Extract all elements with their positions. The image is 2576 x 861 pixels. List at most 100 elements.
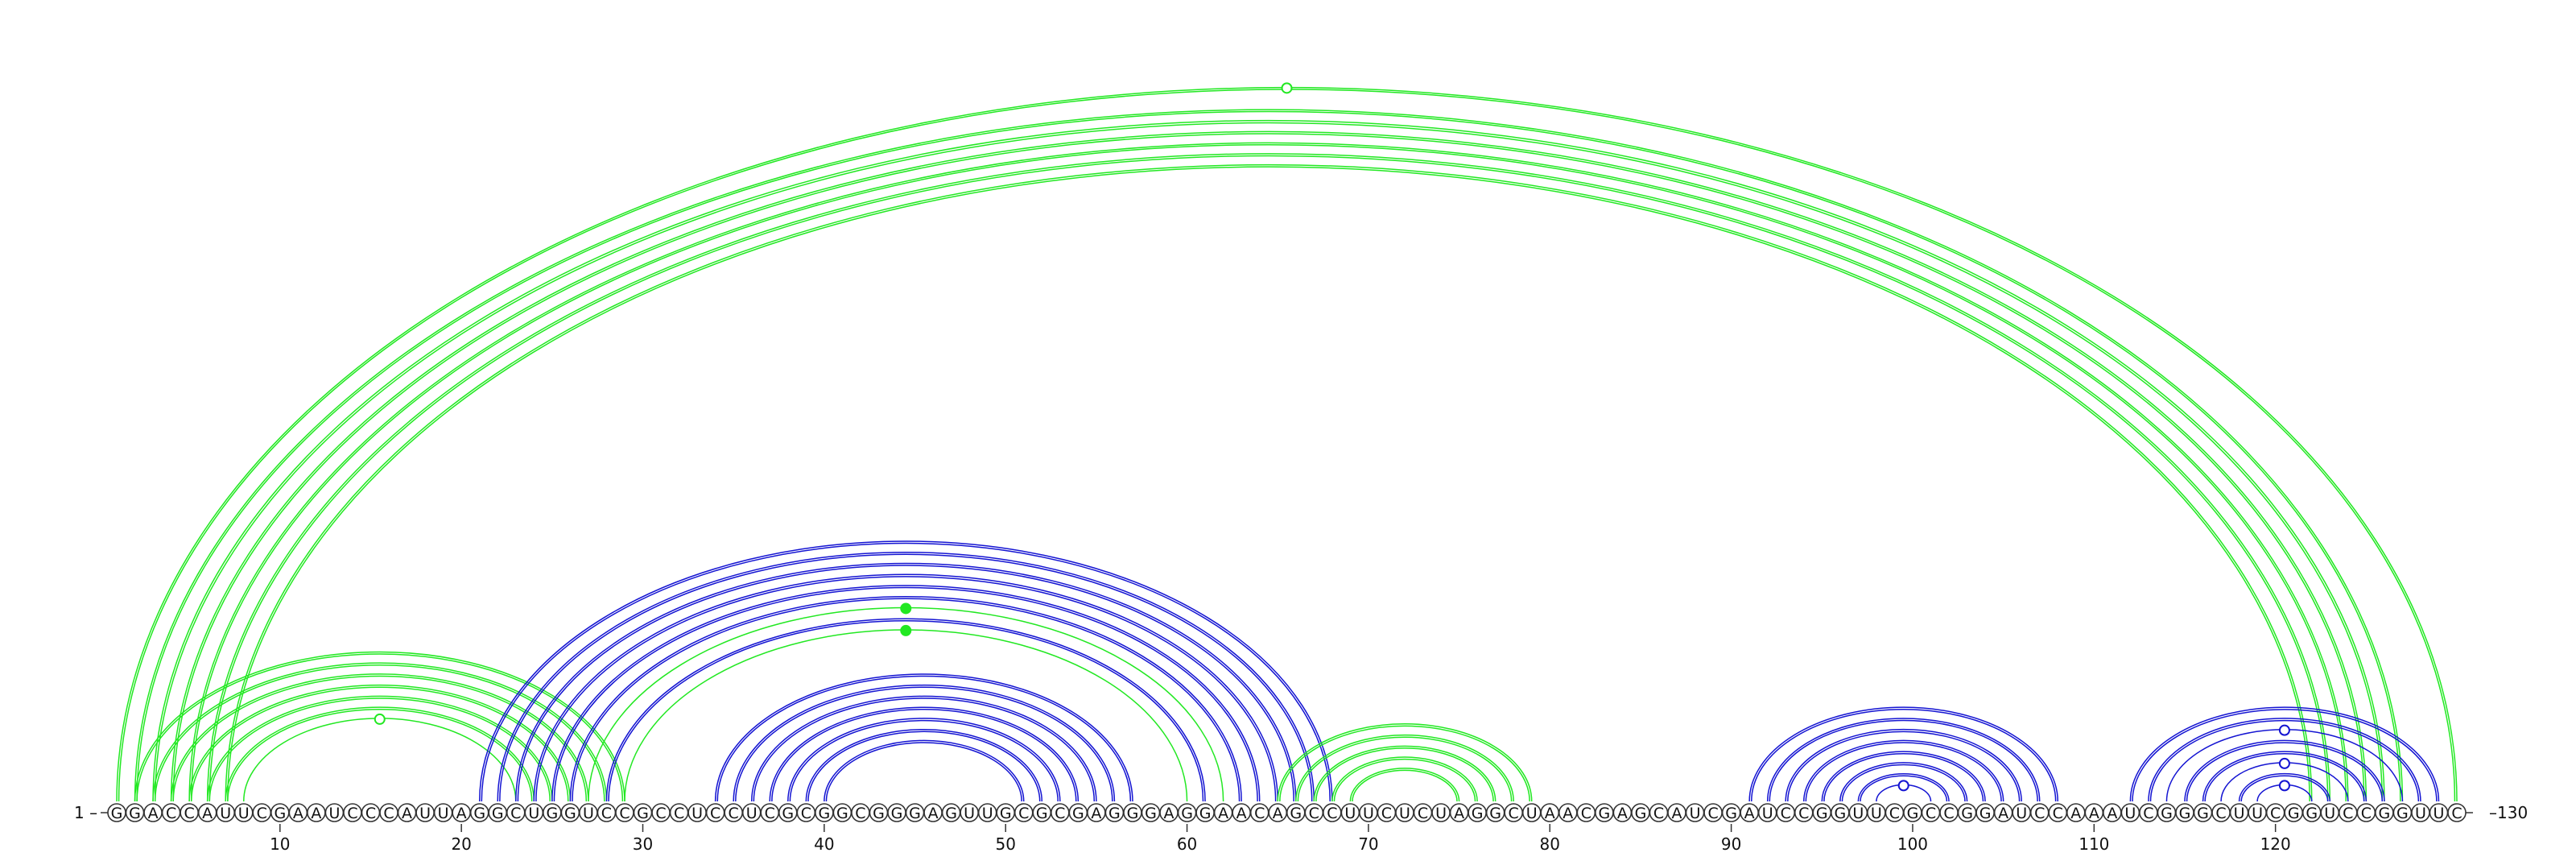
nucleotide-letter: A — [1164, 805, 1174, 822]
arc-69-75-inner — [1352, 769, 1458, 802]
nucleotide-letter: C — [1781, 805, 1791, 822]
nucleotide-94: C — [1794, 803, 1814, 822]
nucleotide-letter: C — [765, 805, 775, 822]
arc-27-62 — [588, 606, 1224, 802]
nucleotide-letter: C — [383, 805, 394, 822]
nucleotide-letter: G — [1127, 805, 1139, 822]
nucleotide-letter: U — [964, 805, 975, 822]
nucleotide-letter: U — [419, 805, 431, 822]
nucleotide-letter: G — [2379, 805, 2391, 822]
nucleotide-letter: A — [928, 805, 939, 822]
arc-marker-98-101 — [1897, 780, 1909, 792]
nucleotide-letter: C — [2143, 805, 2153, 822]
nucleotide-71: C — [1377, 803, 1397, 822]
nucleotide-67: C — [1304, 803, 1324, 822]
arc-8-23 — [242, 718, 517, 802]
arc-118-123 — [2238, 772, 2331, 802]
nucleotide-78: C — [1504, 803, 1523, 822]
arc-3-126 — [152, 119, 2385, 802]
nucleotide-letter: C — [2343, 805, 2353, 822]
nucleotide-letter: U — [438, 805, 449, 822]
nucleotide-letter: U — [746, 805, 758, 822]
nucleotide-letter: G — [546, 805, 558, 822]
nucleotide-letter: C — [1943, 805, 1954, 822]
arc-35-56-inner — [735, 687, 1113, 802]
nucleotide-letter: A — [1218, 805, 1228, 822]
nucleotide-letter: G — [637, 805, 649, 822]
nucleotide-letter: U — [691, 805, 703, 822]
nucleotide-19: U — [433, 803, 453, 822]
nucleotide-letter: G — [945, 805, 957, 822]
nucleotide-22: G — [488, 803, 508, 822]
tick-label-70: 70 — [1358, 834, 1378, 854]
nucleotide-35: C — [724, 803, 743, 822]
nucleotide-85: G — [1631, 803, 1650, 822]
arc-1-130 — [117, 88, 2457, 801]
nucleotide-106: U — [2012, 803, 2031, 822]
arc-4-27 — [170, 673, 589, 802]
nucleotide-96: G — [1831, 803, 1850, 822]
nucleotide-letter: C — [2270, 805, 2281, 822]
nucleotide-letter: G — [1725, 805, 1737, 822]
tick-label-100: 100 — [1897, 834, 1928, 854]
arc-65-79-inner — [1279, 725, 1530, 802]
nucleotide-58: G — [1141, 803, 1161, 822]
arc-3-28 — [152, 662, 608, 802]
nucleotide-letter: U — [1435, 805, 1447, 822]
nucleotide-letter: U — [220, 805, 231, 822]
arc-2-127-inner — [137, 111, 2401, 801]
arc-67-77-inner — [1315, 747, 1494, 802]
arc-2-127 — [135, 110, 2403, 801]
arc-115-126 — [2184, 739, 2385, 802]
nucleotide-letter: G — [1036, 805, 1048, 822]
nucleotide-letter: U — [2415, 805, 2426, 822]
arc-5-124-inner — [190, 143, 2347, 802]
nucleotide-24: U — [524, 803, 544, 822]
nucleotide-letter: G — [2197, 805, 2209, 822]
nucleotide-letter: C — [1926, 805, 1936, 822]
arc-35-56 — [733, 684, 1116, 802]
nucleotide-letter: C — [1581, 805, 1591, 822]
arc-26-63-inner — [572, 598, 1241, 802]
arc-69-75 — [1349, 768, 1460, 802]
arc-marker-1-130 — [1281, 82, 1293, 94]
nucleotide-letter: G — [2161, 805, 2173, 822]
nucleotide-letter: G — [1979, 805, 1992, 822]
nucleotide-letter: G — [1145, 805, 1157, 822]
nucleotide-letter: A — [2107, 805, 2117, 822]
nucleotide-109: A — [2066, 803, 2086, 822]
tick-label-20: 20 — [451, 834, 471, 854]
nucleotide-69: U — [1340, 803, 1360, 822]
nucleotide-letter: G — [909, 805, 921, 822]
nucleotide-3: A — [143, 803, 163, 822]
nucleotide-letter: G — [274, 805, 286, 822]
arc-5-26 — [188, 684, 572, 802]
nucleotide-letter: C — [1381, 805, 1392, 822]
tick-label-30: 30 — [633, 834, 653, 854]
nucleotide-letter: G — [782, 805, 794, 822]
nucleotide-123: U — [2320, 803, 2340, 822]
nucleotide-27: U — [579, 803, 598, 822]
arc-118-123-inner — [2240, 775, 2329, 802]
nucleotide-29: C — [615, 803, 634, 822]
arc-116-125-inner — [2204, 753, 2365, 802]
nucleotide-60: G — [1177, 803, 1197, 822]
nucleotide-letter: G — [1816, 805, 1828, 822]
nucleotide-letter: A — [1563, 805, 1573, 822]
arcs-layer — [117, 82, 2457, 802]
nucleotide-letter: C — [1798, 805, 1809, 822]
nucleotide-6: A — [197, 803, 217, 822]
nucleotide-letter: U — [2252, 805, 2263, 822]
nucleotide-129: U — [2429, 803, 2449, 822]
nucleotide-83: G — [1595, 803, 1614, 822]
nucleotide-48: U — [960, 803, 979, 822]
nucleotide-18: U — [415, 803, 435, 822]
arc-97-102-inner — [1860, 775, 1948, 802]
arc-94-105-inner — [1805, 742, 2002, 802]
nucleotide-letter: G — [564, 805, 576, 822]
nucleotide-letter: U — [2234, 805, 2245, 822]
nucleotide-31: C — [651, 803, 671, 822]
nucleotide-112: U — [2120, 803, 2140, 822]
nucleotide-10: G — [270, 803, 290, 822]
arc-23-66 — [515, 562, 1297, 802]
